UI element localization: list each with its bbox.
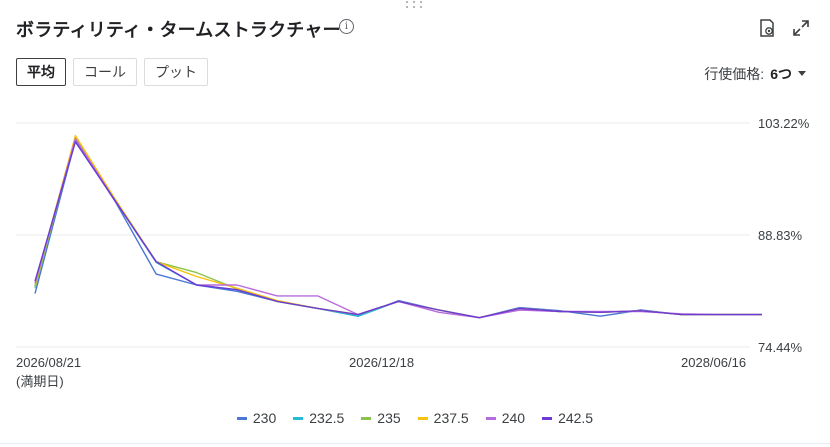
term-structure-chart: 103.22% 88.83% 74.44% 2026/08/21 2026/12/18 2… [16, 116, 810, 389]
y-tick-label: 74.44% [758, 340, 803, 355]
legend-item-242-5[interactable]: 242.5 [542, 410, 593, 426]
series-line-235 [34, 137, 762, 319]
legend: 230 232.5 235 237.5 240 242.5 [0, 410, 830, 426]
tab-put[interactable]: プット [144, 58, 208, 86]
y-tick-label: 103.22% [758, 116, 810, 131]
legend-item-237-5[interactable]: 237.5 [417, 410, 469, 426]
expand-icon[interactable] [790, 17, 812, 39]
tab-average[interactable]: 平均 [16, 58, 66, 86]
x-axis-note: (満期日) [16, 374, 64, 389]
info-icon[interactable]: i [339, 19, 354, 34]
strike-selector[interactable]: 行使価格: 6つ [704, 64, 806, 84]
legend-item-235[interactable]: 235 [361, 410, 401, 426]
series-line-242-5 [34, 141, 762, 319]
y-tick-label: 88.83% [758, 228, 803, 243]
tab-call[interactable]: コール [73, 58, 137, 86]
legend-swatch [485, 416, 496, 420]
divider [0, 443, 830, 444]
x-tick-label: 2028/06/16 [681, 355, 746, 370]
tab-bar: 平均 コール プット [16, 58, 208, 86]
x-tick-label: 2026/08/21 [16, 355, 81, 370]
legend-swatch [542, 416, 553, 420]
series-line-232-5 [34, 138, 762, 319]
drag-handle-icon[interactable] [404, 0, 424, 10]
strike-label: 行使価格: [704, 66, 765, 82]
legend-item-230[interactable]: 230 [236, 410, 276, 426]
series-line-240 [34, 138, 762, 319]
chevron-down-icon [798, 70, 806, 76]
series-line-230 [34, 139, 762, 319]
legend-item-240[interactable]: 240 [485, 410, 525, 426]
legend-swatch [361, 416, 372, 420]
chart-title: ボラティリティ・タームストラクチャー [16, 20, 341, 40]
legend-item-232-5[interactable]: 232.5 [293, 410, 344, 426]
legend-swatch [293, 416, 304, 420]
series-line-237-5 [34, 134, 762, 319]
x-tick-label: 2026/12/18 [349, 355, 414, 370]
settings-icon[interactable] [756, 17, 778, 39]
legend-swatch [236, 416, 247, 420]
strike-value: 6つ [770, 66, 792, 82]
legend-swatch [417, 416, 428, 420]
